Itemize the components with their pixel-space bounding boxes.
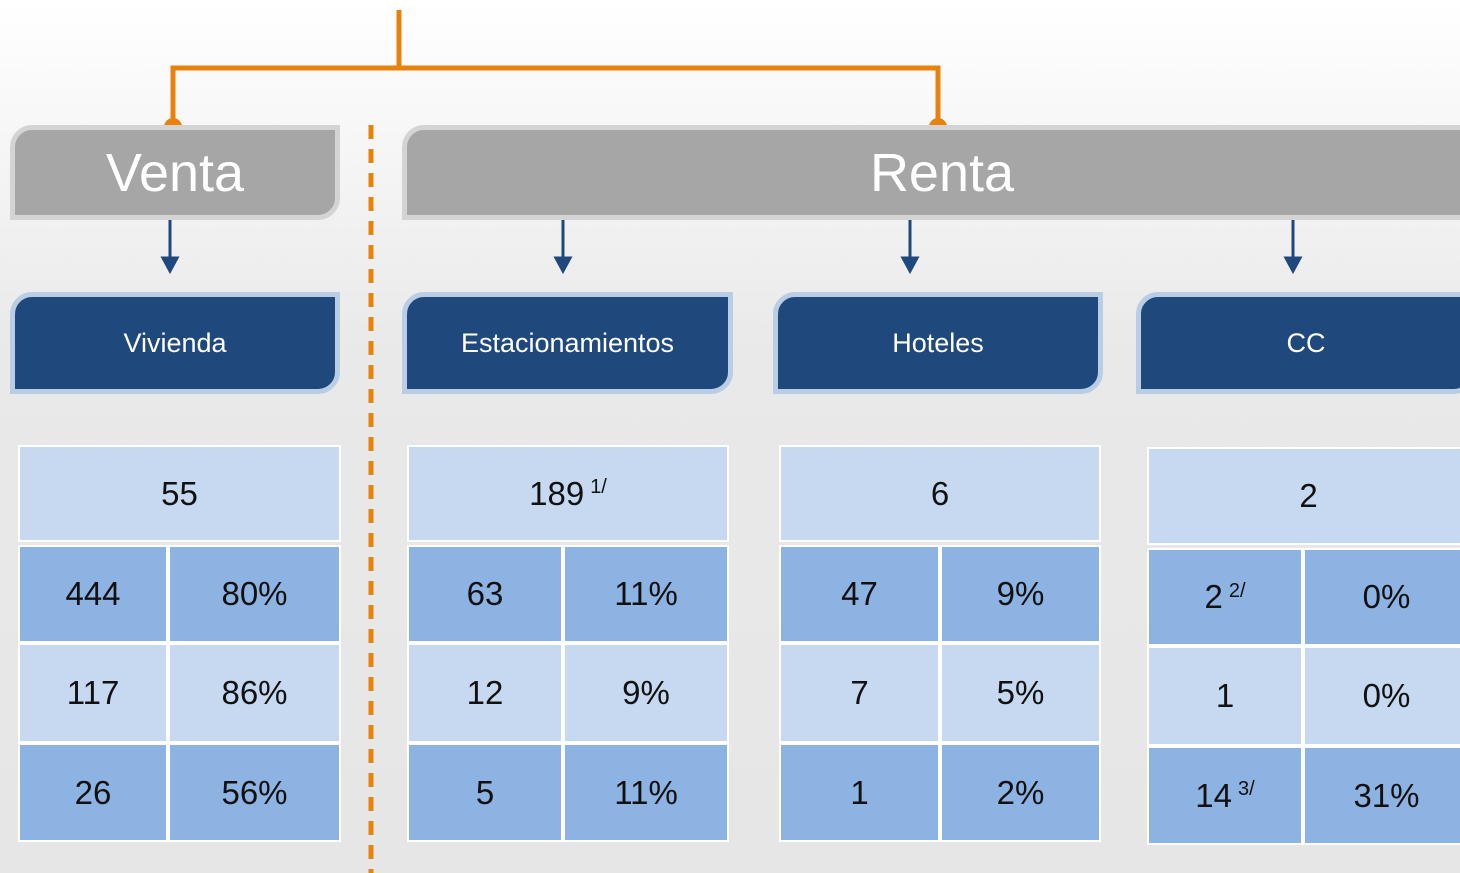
- count-cell: 47: [779, 545, 940, 643]
- value: 444: [65, 575, 121, 612]
- value: 55: [161, 474, 198, 512]
- count-cell: 444: [18, 545, 168, 643]
- group-box: Venta: [10, 125, 340, 220]
- value: 47: [841, 575, 878, 612]
- value: 0%: [1362, 677, 1411, 714]
- category-label: CC: [1286, 327, 1326, 358]
- group-label: Renta: [869, 142, 1015, 203]
- value: 11%: [614, 575, 678, 612]
- arrow-head: [160, 256, 180, 275]
- arrow-head: [1283, 256, 1303, 275]
- percent-cell: 0%: [1303, 548, 1460, 646]
- footnote: 1/: [590, 476, 607, 498]
- category-label: Estacionamientos: [460, 327, 675, 358]
- value: 7: [850, 674, 869, 711]
- percent-cell: 80%: [168, 545, 341, 643]
- percent-cell: 9%: [940, 545, 1101, 643]
- value: 117: [66, 674, 120, 711]
- value: 5%: [996, 674, 1045, 711]
- value: 2: [1204, 578, 1223, 615]
- percent-cell: 9%: [563, 643, 729, 743]
- category-label: Hoteles: [892, 327, 984, 358]
- total-cell: 55: [18, 445, 341, 542]
- count-cell: 1: [1147, 646, 1303, 746]
- group-box: Renta: [402, 125, 1460, 220]
- total-cell: 189 1/: [407, 445, 729, 542]
- percent-cell: 56%: [168, 743, 341, 842]
- percent-cell: 5%: [940, 643, 1101, 743]
- value: 26: [74, 773, 112, 811]
- value: 11%: [614, 773, 678, 811]
- count-cell: 14 3/: [1147, 746, 1303, 845]
- bracket-line: [170, 10, 941, 127]
- arrow-head: [553, 256, 573, 275]
- arrow-head: [900, 256, 920, 275]
- percent-cell: 31%: [1303, 746, 1460, 845]
- total-cell: 2: [1147, 447, 1460, 545]
- category-label: Vivienda: [123, 327, 227, 358]
- group-label: Venta: [105, 142, 245, 203]
- category-box: CC: [1136, 292, 1460, 394]
- value: 86%: [221, 674, 288, 711]
- category-box: Estacionamientos: [402, 292, 733, 394]
- count-cell: 7: [779, 643, 940, 743]
- percent-cell: 2%: [940, 743, 1101, 842]
- value: 63: [466, 575, 504, 612]
- count-cell: 2 2/: [1147, 548, 1303, 646]
- value: 56%: [221, 773, 288, 811]
- value: 189: [529, 474, 585, 512]
- value: 6: [930, 474, 950, 512]
- category-box: Hoteles: [773, 292, 1103, 394]
- count-cell: 26: [18, 743, 168, 842]
- count-cell: 117: [18, 643, 168, 743]
- footnote: 3/: [1238, 778, 1255, 800]
- percent-cell: 86%: [168, 643, 341, 743]
- value: 2: [1299, 477, 1318, 514]
- value: 12: [466, 674, 504, 711]
- value: 5: [475, 773, 495, 811]
- count-cell: 1: [779, 743, 940, 842]
- percent-cell: 0%: [1303, 646, 1460, 746]
- value: 31%: [1353, 776, 1420, 814]
- percent-cell: 11%: [563, 545, 729, 643]
- total-cell: 6: [779, 445, 1101, 542]
- value: 14: [1195, 776, 1233, 814]
- value: 1: [850, 773, 869, 811]
- percent-cell: 11%: [563, 743, 729, 842]
- count-cell: 63: [407, 545, 563, 643]
- category-box: Vivienda: [10, 292, 340, 394]
- value: 9%: [996, 575, 1045, 612]
- value: 2%: [996, 773, 1045, 811]
- count-cell: 5: [407, 743, 563, 842]
- value: 9%: [622, 674, 670, 711]
- value: 0%: [1362, 578, 1411, 615]
- count-cell: 12: [407, 643, 563, 743]
- footnote: 2/: [1228, 579, 1246, 602]
- value: 80%: [221, 575, 288, 612]
- value: 1: [1215, 677, 1235, 714]
